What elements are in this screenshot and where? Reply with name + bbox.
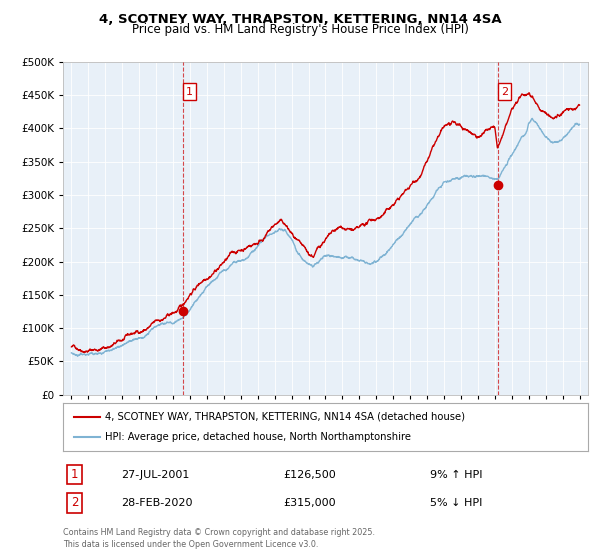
Text: 2: 2 bbox=[71, 497, 78, 510]
Text: 1: 1 bbox=[71, 468, 78, 481]
Text: £315,000: £315,000 bbox=[284, 498, 336, 508]
Text: 28-FEB-2020: 28-FEB-2020 bbox=[121, 498, 192, 508]
Text: 4, SCOTNEY WAY, THRAPSTON, KETTERING, NN14 4SA (detached house): 4, SCOTNEY WAY, THRAPSTON, KETTERING, NN… bbox=[105, 412, 465, 422]
Text: 5% ↓ HPI: 5% ↓ HPI bbox=[431, 498, 483, 508]
Text: 1: 1 bbox=[186, 87, 193, 96]
Text: £126,500: £126,500 bbox=[284, 470, 336, 480]
Text: HPI: Average price, detached house, North Northamptonshire: HPI: Average price, detached house, Nort… bbox=[105, 432, 411, 442]
Text: 2: 2 bbox=[501, 87, 508, 96]
Text: 9% ↑ HPI: 9% ↑ HPI bbox=[431, 470, 483, 480]
Text: 27-JUL-2001: 27-JUL-2001 bbox=[121, 470, 189, 480]
Text: Price paid vs. HM Land Registry's House Price Index (HPI): Price paid vs. HM Land Registry's House … bbox=[131, 22, 469, 36]
Text: 4, SCOTNEY WAY, THRAPSTON, KETTERING, NN14 4SA: 4, SCOTNEY WAY, THRAPSTON, KETTERING, NN… bbox=[98, 13, 502, 26]
Text: Contains HM Land Registry data © Crown copyright and database right 2025.
This d: Contains HM Land Registry data © Crown c… bbox=[63, 528, 375, 549]
